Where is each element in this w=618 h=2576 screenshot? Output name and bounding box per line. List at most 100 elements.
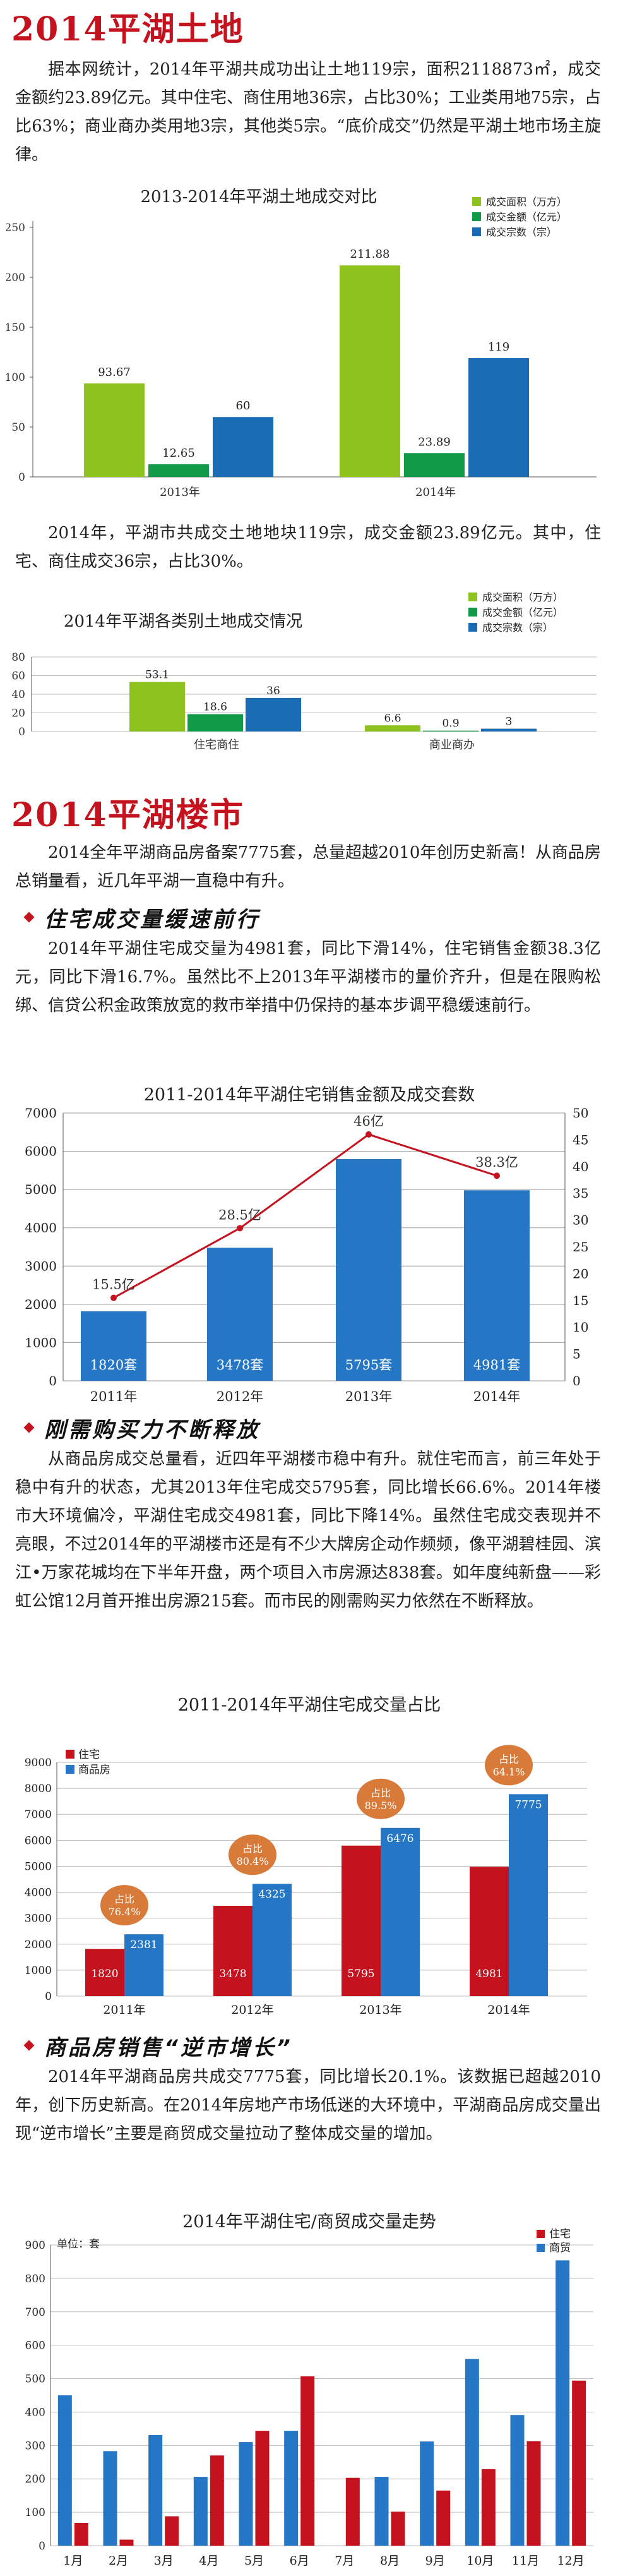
legend-label: 成交金额（亿元） xyxy=(482,606,563,618)
bar xyxy=(365,725,420,731)
y2-tick-label: 5 xyxy=(573,1347,581,1362)
bar xyxy=(556,2260,570,2546)
y-tick-label: 250 xyxy=(6,222,25,234)
bar xyxy=(74,2523,88,2546)
chart-title: 2013-2014年平湖土地成交对比 xyxy=(140,188,377,207)
x-tick-label: 8月 xyxy=(380,2554,400,2568)
bar xyxy=(148,2435,163,2546)
y-tick-label: 100 xyxy=(25,2507,45,2519)
y2-tick-label: 20 xyxy=(573,1266,588,1281)
y-tick-label: 9000 xyxy=(25,1757,52,1769)
bar xyxy=(340,265,400,477)
data-label: 3 xyxy=(506,716,513,728)
series-line xyxy=(113,1133,497,1299)
legend-swatch xyxy=(66,1750,74,1759)
paragraph-land-intro: 据本网统计，2014年平湖共成功出让土地119宗，面积2118873㎡，成交金额… xyxy=(15,60,601,164)
bar-label: 3478套 xyxy=(217,1357,263,1373)
bar xyxy=(509,1794,548,1996)
y2-tick-label: 30 xyxy=(573,1213,588,1228)
x-tick-label: 9月 xyxy=(425,2554,445,2568)
chart-land-category: 2014年平湖各类别土地成交情况 0 20 40 60 80 住宅商住 53.1 18.6 36 商… xyxy=(11,591,597,752)
bar xyxy=(207,1248,273,1381)
x-tick-label: 4月 xyxy=(199,2554,218,2568)
bar-label: 4981 xyxy=(475,1968,502,1980)
x-tick-label: 3月 xyxy=(154,2554,174,2568)
y-tick-label: 0 xyxy=(45,1990,52,2003)
legend-swatch xyxy=(537,2244,545,2252)
y-tick-label: 800 xyxy=(25,2273,45,2285)
legend-label: 成交面积（万方） xyxy=(486,196,567,208)
bar xyxy=(481,728,537,731)
x-tick-label: 2月 xyxy=(109,2554,128,2568)
data-label: 23.89 xyxy=(418,435,451,448)
bar xyxy=(526,2441,541,2546)
y-tick-label: 7000 xyxy=(25,1105,57,1121)
legend-label: 商品房 xyxy=(78,1764,110,1776)
line-point xyxy=(494,1172,500,1179)
legend-label: 成交金额（亿元） xyxy=(486,211,567,223)
bar xyxy=(165,2516,179,2546)
y-tick-label: 80 xyxy=(11,651,25,664)
bar xyxy=(345,2477,360,2546)
bar xyxy=(284,2431,299,2546)
chart-title: 2014年平湖住宅/商贸成交量走势 xyxy=(182,2212,436,2232)
chart-residential-sales: 2011-2014年平湖住宅销售金额及成交套数 0 1000 2000 3000 4000… xyxy=(25,1085,588,1404)
legend-label: 商贸 xyxy=(549,2242,571,2254)
bar xyxy=(187,714,243,731)
y-tick-label: 200 xyxy=(6,272,25,284)
bar xyxy=(391,2512,405,2546)
bar xyxy=(81,1311,146,1381)
y2-tick-label: 45 xyxy=(573,1132,588,1147)
data-label: 6.6 xyxy=(384,712,401,725)
share-label: 占比 xyxy=(371,1787,391,1799)
chart-title: 2011-2014年平湖住宅销售金额及成交套数 xyxy=(144,1085,475,1105)
bar xyxy=(470,1867,509,1996)
legend-swatch xyxy=(66,1765,74,1774)
y-tick-label: 4000 xyxy=(25,1887,52,1899)
section-title-market: 2014平湖楼市 xyxy=(11,796,244,834)
unit-label: 单位：套 xyxy=(57,2238,100,2251)
y-tick-label: 6000 xyxy=(25,1144,57,1159)
data-label: 119 xyxy=(488,340,509,354)
bar xyxy=(103,2451,117,2546)
x-tick-label: 2013年 xyxy=(359,2003,401,2017)
x-tick-label: 2014年 xyxy=(415,486,456,499)
y-tick-label: 900 xyxy=(25,2239,45,2252)
bullet-diamond-icon xyxy=(23,912,35,923)
share-bubble xyxy=(357,1778,405,1819)
bar xyxy=(57,2395,72,2546)
y-tick-label: 1000 xyxy=(25,1335,57,1350)
bar xyxy=(481,2469,496,2546)
section-title-land: 2014平湖土地 xyxy=(11,10,244,49)
x-tick-label: 7月 xyxy=(335,2554,354,2568)
bar xyxy=(342,1845,381,1996)
chart-title: 2011-2014年平湖住宅成交量占比 xyxy=(178,1695,441,1715)
bar-label: 5795 xyxy=(347,1968,374,1980)
bar xyxy=(404,453,465,477)
legend-label: 住宅 xyxy=(549,2228,571,2241)
legend-label: 住宅 xyxy=(78,1748,100,1761)
x-tick-label: 10月 xyxy=(466,2554,494,2568)
bar-label: 2381 xyxy=(130,1939,157,1951)
bar-label: 4325 xyxy=(258,1888,285,1901)
subheading-demand: 刚需购买力不断释放 xyxy=(44,1417,260,1443)
legend-swatch xyxy=(468,608,477,617)
bar-label: 4981套 xyxy=(473,1357,520,1373)
bar xyxy=(239,2442,253,2546)
x-tick-label: 6月 xyxy=(290,2554,309,2568)
y-tick-label: 100 xyxy=(6,371,25,384)
y-tick-label: 20 xyxy=(11,707,25,720)
bar xyxy=(148,464,209,477)
y2-tick-label: 25 xyxy=(573,1239,588,1255)
line-point xyxy=(365,1131,372,1138)
bar-label: 3478 xyxy=(219,1968,246,1980)
bar-label: 6476 xyxy=(386,1833,413,1845)
share-label: 占比 xyxy=(114,1893,134,1905)
legend-swatch xyxy=(537,2230,545,2238)
y-tick-label: 3000 xyxy=(25,1913,52,1925)
legend-label: 成交面积（万方） xyxy=(482,591,563,603)
y-tick-label: 200 xyxy=(25,2473,45,2486)
y-tick-label: 60 xyxy=(11,670,25,683)
x-tick-label: 2011年 xyxy=(90,1389,137,1404)
